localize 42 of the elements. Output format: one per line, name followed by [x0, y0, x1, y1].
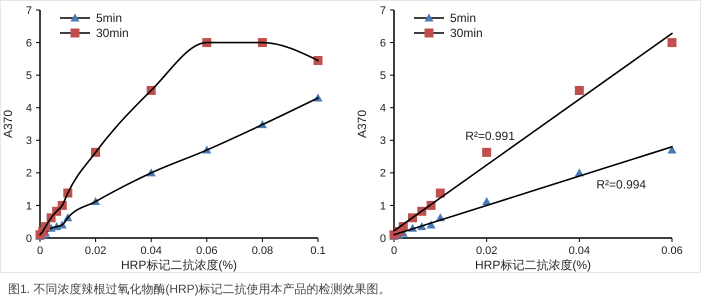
point: [574, 86, 584, 95]
x-tick-label: 0.02: [84, 245, 106, 257]
point: [436, 188, 445, 198]
legend-label: 5min: [450, 11, 476, 26]
x-tick-label: 0: [36, 245, 44, 257]
y-tick-label: 7: [26, 4, 32, 17]
x-tick-label: 0: [390, 245, 398, 257]
point: [668, 146, 676, 154]
y-tick-label: 1: [380, 200, 386, 212]
y-tick-label: 0: [380, 232, 386, 245]
y-tick-label: 0: [26, 232, 32, 245]
x-tick-label: 0.04: [140, 245, 162, 257]
x-tick-label: 0.08: [252, 245, 274, 257]
x-tick-label: 0.02: [476, 245, 498, 257]
x-tick-label: 0.04: [568, 245, 590, 257]
y-tick-label: 3: [380, 135, 386, 148]
legend-label: 30min: [450, 26, 483, 40]
y-axis-title: A370: [1, 110, 15, 138]
x-tick-label: 0.06: [661, 245, 683, 257]
y-tick-label: 1: [26, 200, 32, 212]
x-tick-label: 0.06: [196, 245, 218, 257]
x-tick-label: 0.1: [310, 245, 326, 257]
y-tick-label: 2: [380, 168, 386, 180]
y-axis-title: A370: [355, 110, 369, 138]
y-tick-label: 6: [26, 37, 32, 50]
y-tick-label: 6: [380, 37, 386, 50]
x-axis-title: HRP标记二抗浓度(%): [121, 258, 237, 272]
y-tick-label: 3: [26, 135, 32, 148]
point: [668, 38, 676, 48]
y-tick-label: 4: [26, 102, 32, 115]
y-tick-label: 5: [26, 70, 32, 82]
legend-label: 5min: [96, 11, 122, 26]
legend-label: 30min: [96, 26, 129, 40]
caption: 图1. 不同浓度辣根过氧化物酶(HRP)标记二抗使用本产品的检测效果图。: [8, 282, 391, 296]
y-tick-label: 4: [380, 102, 386, 115]
series-label: R²=0.994: [596, 177, 646, 192]
point: [482, 148, 492, 157]
y-tick-label: 2: [26, 168, 32, 180]
y-tick-label: 7: [380, 4, 386, 17]
x-axis-title: HRP标记二抗浓度(%): [475, 258, 591, 272]
series-label: R²=0.991: [465, 128, 516, 143]
y-tick-label: 5: [380, 70, 386, 82]
